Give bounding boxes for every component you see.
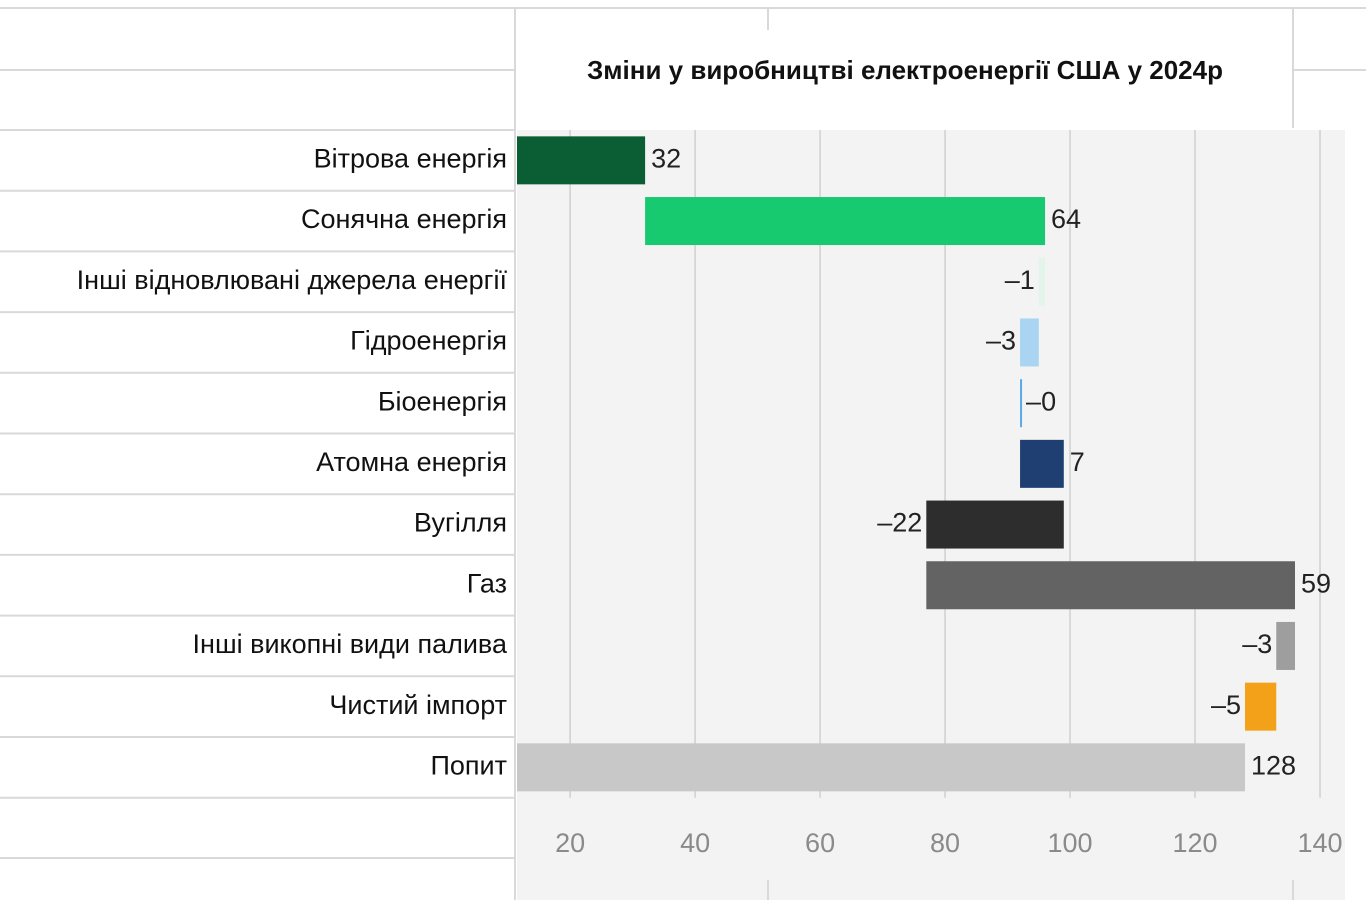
x-tick-label: 60 xyxy=(805,828,835,858)
value-label: 64 xyxy=(1051,204,1081,234)
x-tick-label: 80 xyxy=(930,828,960,858)
value-label: –5 xyxy=(1211,690,1241,720)
y-tick-label: Чистий імпорт xyxy=(329,690,507,720)
bar xyxy=(926,500,1064,549)
bar xyxy=(1020,439,1064,488)
value-label: 7 xyxy=(1070,447,1085,477)
bar xyxy=(645,197,1046,246)
y-tick-label: Інші викопні види палива xyxy=(193,629,508,659)
x-tick-label: 120 xyxy=(1172,828,1217,858)
y-tick-label: Інші відновлювані джерела енергії xyxy=(77,265,508,295)
value-label: –1 xyxy=(1005,265,1035,295)
bar xyxy=(1276,621,1296,670)
y-tick-label: Сонячна енергія xyxy=(301,204,507,234)
y-tick-label: Гідроенергія xyxy=(350,326,507,356)
bar xyxy=(1020,379,1023,428)
chart-title: Зміни у виробництві електроенергії США у… xyxy=(587,55,1223,85)
y-tick-label: Газ xyxy=(467,568,507,598)
value-label: 128 xyxy=(1251,750,1296,780)
y-tick-label: Вугілля xyxy=(414,508,507,538)
bar xyxy=(926,561,1296,610)
value-label: –22 xyxy=(877,508,922,538)
value-label: 59 xyxy=(1301,568,1331,598)
x-tick-label: 100 xyxy=(1048,828,1093,858)
bar xyxy=(517,136,646,185)
x-tick-label: 140 xyxy=(1297,828,1342,858)
value-label: 32 xyxy=(651,143,681,173)
bar xyxy=(517,743,1246,792)
bar xyxy=(1038,257,1046,306)
value-label: –3 xyxy=(1242,629,1272,659)
bar xyxy=(1245,682,1277,731)
value-label: –0 xyxy=(1026,386,1056,416)
y-tick-label: Атомна енергія xyxy=(316,447,507,477)
bar xyxy=(1020,318,1039,367)
x-tick-label: 20 xyxy=(555,828,585,858)
sheet-lines xyxy=(0,7,1366,900)
y-tick-label: Біоенергія xyxy=(378,386,507,416)
y-tick-label: Вітрова енергія xyxy=(314,143,507,173)
x-tick-label: 40 xyxy=(680,828,710,858)
y-tick-label: Попит xyxy=(431,750,508,780)
value-label: –3 xyxy=(986,326,1016,356)
